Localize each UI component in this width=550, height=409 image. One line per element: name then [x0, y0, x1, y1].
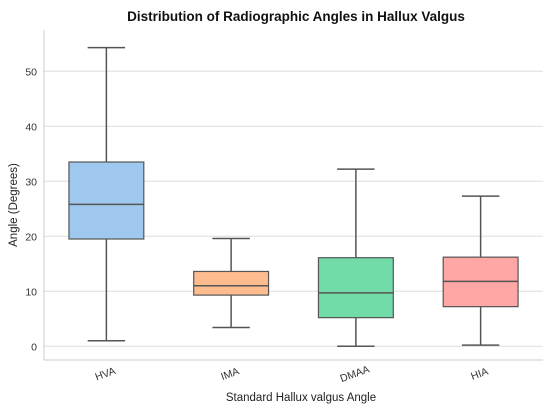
x-tick-label: IMA: [219, 365, 241, 383]
x-axis-label: Standard Hallux valgus Angle: [226, 392, 376, 404]
x-tick-label: DMAA: [339, 363, 372, 385]
box-group-dmaa: [317, 168, 394, 347]
y-tick-label: 40: [25, 121, 37, 133]
x-tick-label: HVA: [94, 365, 118, 383]
y-tick-label: 50: [25, 66, 37, 78]
iqr-box: [193, 270, 270, 296]
boxes: [68, 46, 519, 347]
box-group-ima: [193, 237, 270, 329]
y-axis-label: Angle (Degrees): [8, 163, 20, 247]
iqr-box: [68, 161, 145, 240]
iqr-box: [317, 257, 394, 319]
axes: [43, 30, 543, 361]
y-tick-label: 10: [25, 286, 37, 298]
chart-title: Distribution of Radiographic Angles in H…: [127, 9, 465, 24]
x-tick-label: HIA: [469, 366, 490, 383]
box-group-hva: [68, 46, 145, 342]
box-group-hia: [442, 195, 519, 346]
y-tick-label: 20: [25, 231, 37, 243]
y-tick-label: 30: [25, 176, 37, 188]
y-tick-label: 0: [31, 341, 37, 353]
